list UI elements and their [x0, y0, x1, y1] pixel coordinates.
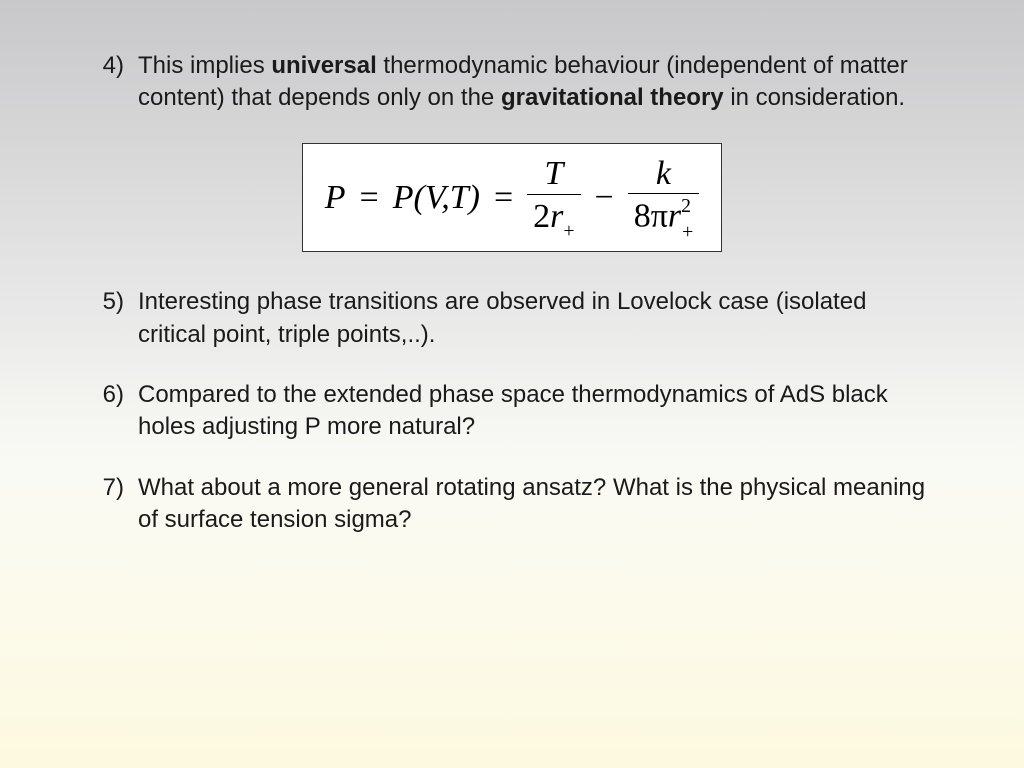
equation-box: P = P(V,T) = T 2r+ − k 8πr2+ — [302, 143, 722, 253]
eq-lhs: P — [325, 179, 346, 217]
frac-den: 2r+ — [527, 194, 580, 240]
eq-frac1: T 2r+ — [527, 156, 580, 239]
text-seg: Interesting phase transitions are observ… — [138, 288, 866, 347]
den-var: r — [550, 198, 563, 235]
item-text: Compared to the extended phase space the… — [138, 379, 934, 444]
equation-wrap: P = P(V,T) = T 2r+ − k 8πr2+ — [90, 143, 934, 253]
list-item: 6) Compared to the extended phase space … — [90, 379, 934, 444]
slide-body: 4) This implies universal thermodynamic … — [0, 0, 1024, 615]
frac-num: T — [538, 156, 569, 194]
item-number: 5) — [90, 286, 138, 351]
eq-equals: = — [360, 179, 379, 217]
text-seg-bold: gravitational theory — [501, 84, 724, 111]
frac-num: k — [650, 156, 677, 194]
item-number: 6) — [90, 379, 138, 444]
den-coef: 2 — [533, 198, 550, 235]
den-sup: 2 — [681, 195, 691, 217]
den-sub: + — [682, 221, 693, 243]
item-number: 4) — [90, 50, 138, 115]
den-var: r — [668, 198, 681, 235]
den-sub: + — [563, 220, 574, 242]
text-seg-bold: universal — [271, 52, 376, 79]
text-seg: Compared to the extended phase space the… — [138, 381, 888, 440]
item-text: This implies universal thermodynamic beh… — [138, 50, 934, 115]
text-seg: in consideration. — [724, 84, 905, 111]
item-text: What about a more general rotating ansat… — [138, 472, 934, 537]
text-seg: What about a more general rotating ansat… — [138, 474, 925, 533]
eq-equals: = — [494, 179, 513, 217]
text-seg: This implies — [138, 52, 271, 79]
eq-minus: − — [595, 179, 614, 217]
list-item: 4) This implies universal thermodynamic … — [90, 50, 934, 115]
item-number: 7) — [90, 472, 138, 537]
frac-den: 8πr2+ — [628, 193, 700, 239]
item-text: Interesting phase transitions are observ… — [138, 286, 934, 351]
eq-mid: P(V,T) — [393, 179, 480, 217]
den-coef: 8π — [634, 198, 668, 235]
eq-frac2: k 8πr2+ — [628, 156, 700, 240]
list-item: 5) Interesting phase transitions are obs… — [90, 286, 934, 351]
list-item: 7) What about a more general rotating an… — [90, 472, 934, 537]
